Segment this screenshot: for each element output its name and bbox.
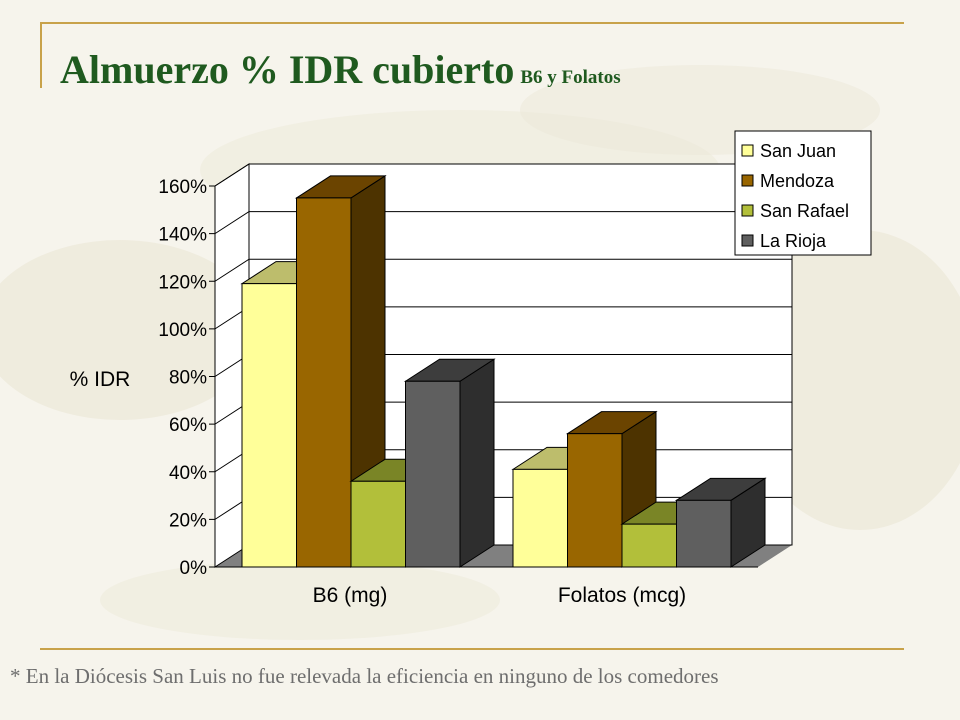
bar-mendoza xyxy=(567,433,623,568)
legend-label: San Juan xyxy=(760,141,836,161)
title-main: Almuerzo % IDR cubierto xyxy=(60,47,515,92)
top-rule xyxy=(40,22,904,24)
gridline xyxy=(214,211,792,235)
y-axis-label: % IDR xyxy=(70,368,131,391)
bar-san-rafael xyxy=(621,523,677,568)
legend-box xyxy=(734,130,872,256)
left-rule xyxy=(40,22,42,88)
bar-mendoza xyxy=(296,197,352,568)
y-tick-label: 160% xyxy=(158,177,207,198)
y-tick-label: 20% xyxy=(169,510,207,531)
bar-side xyxy=(459,358,495,568)
gridline xyxy=(214,258,792,282)
legend-swatch xyxy=(741,174,754,187)
x-category-label: Folatos (mcg) xyxy=(558,584,686,607)
bar-san-rafael xyxy=(350,480,406,568)
legend-swatch xyxy=(741,144,754,157)
legend-swatch xyxy=(741,234,754,247)
y-tick-label: 40% xyxy=(169,463,207,484)
footnote: * En la Diócesis San Luis no fue relevad… xyxy=(10,664,719,688)
bottom-rule xyxy=(40,648,904,650)
legend-swatch xyxy=(741,204,754,217)
legend-label: La Rioja xyxy=(760,231,827,251)
y-tick-label: 100% xyxy=(158,320,207,341)
y-tick-label: 140% xyxy=(158,225,207,246)
x-category-label: B6 (mg) xyxy=(313,584,388,607)
title-subtitle: B6 y Folatos xyxy=(520,67,621,88)
bar-la-rioja xyxy=(676,499,732,568)
legend-label: Mendoza xyxy=(760,171,835,191)
y-tick-label: 80% xyxy=(169,368,207,389)
bar-san-juan xyxy=(512,468,568,568)
y-tick-label: 0% xyxy=(180,558,208,579)
bar-la-rioja xyxy=(405,380,461,568)
bar-san-juan xyxy=(241,283,297,568)
y-tick-label: 60% xyxy=(169,415,207,436)
y-tick-label: 120% xyxy=(158,272,207,293)
legend-label: San Rafael xyxy=(760,201,849,221)
gridline xyxy=(214,163,792,187)
slide-title: Almuerzo % IDR cubierto B6 y Folatos xyxy=(60,46,621,93)
